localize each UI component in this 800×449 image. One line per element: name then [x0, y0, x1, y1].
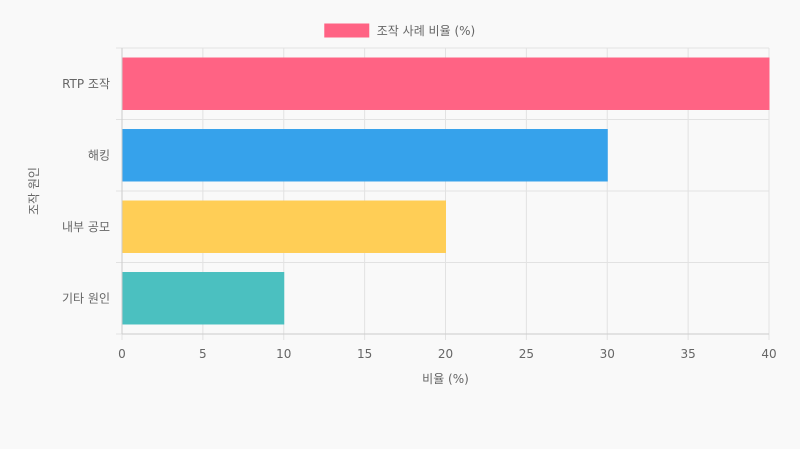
- x-tick-label: 20: [438, 347, 453, 361]
- bar[interactable]: [121, 200, 446, 253]
- x-tick-label: 35: [680, 347, 695, 361]
- bar[interactable]: [121, 57, 770, 110]
- bar[interactable]: [121, 129, 608, 182]
- legend[interactable]: 조작 사례 비율 (%): [324, 23, 475, 38]
- y-tick-label: 해킹: [88, 148, 110, 162]
- bar[interactable]: [121, 272, 285, 325]
- y-tick-label: RTP 조작: [62, 77, 110, 91]
- x-tick-label: 40: [761, 347, 776, 361]
- legend-swatch[interactable]: [324, 23, 370, 38]
- legend-label[interactable]: 조작 사례 비율 (%): [377, 24, 475, 38]
- x-tick-label: 5: [199, 347, 207, 361]
- x-tick-label: 15: [357, 347, 372, 361]
- x-tick-label: 0: [118, 347, 126, 361]
- x-axis-title: 비율 (%): [422, 372, 469, 386]
- bars: [121, 57, 770, 325]
- x-tick-label: 30: [600, 347, 615, 361]
- x-tick-label: 25: [519, 347, 534, 361]
- y-axis-title: 조작 원인: [27, 167, 41, 215]
- y-tick-label: 내부 공모: [62, 220, 110, 234]
- x-tick-label: 10: [276, 347, 291, 361]
- y-tick-label: 기타 원인: [62, 291, 110, 305]
